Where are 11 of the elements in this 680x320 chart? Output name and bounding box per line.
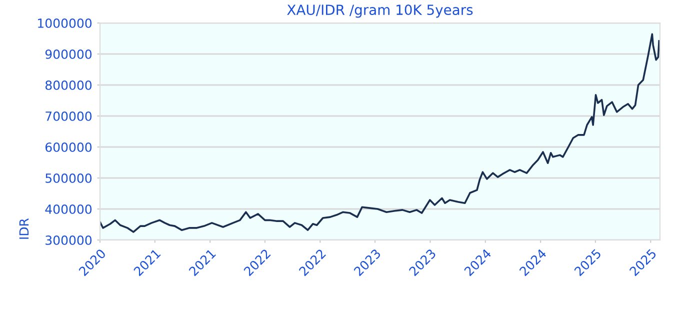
y-tick-label: 500000	[46, 173, 92, 183]
y-tick-label: 700000	[46, 111, 92, 121]
chart-title: XAU/IDR /gram 10K 5years	[287, 4, 473, 18]
y-tick-label: 1000000	[38, 18, 92, 28]
y-tick-label: 800000	[45, 80, 92, 90]
y-tick-label: 300000	[46, 235, 92, 245]
y-tick-label: 900000	[45, 49, 92, 59]
y-tick-label: 600000	[46, 142, 92, 152]
line-series	[100, 33, 660, 233]
y-axis-title: IDR	[19, 218, 29, 239]
y-tick-label: 400000	[45, 204, 92, 214]
